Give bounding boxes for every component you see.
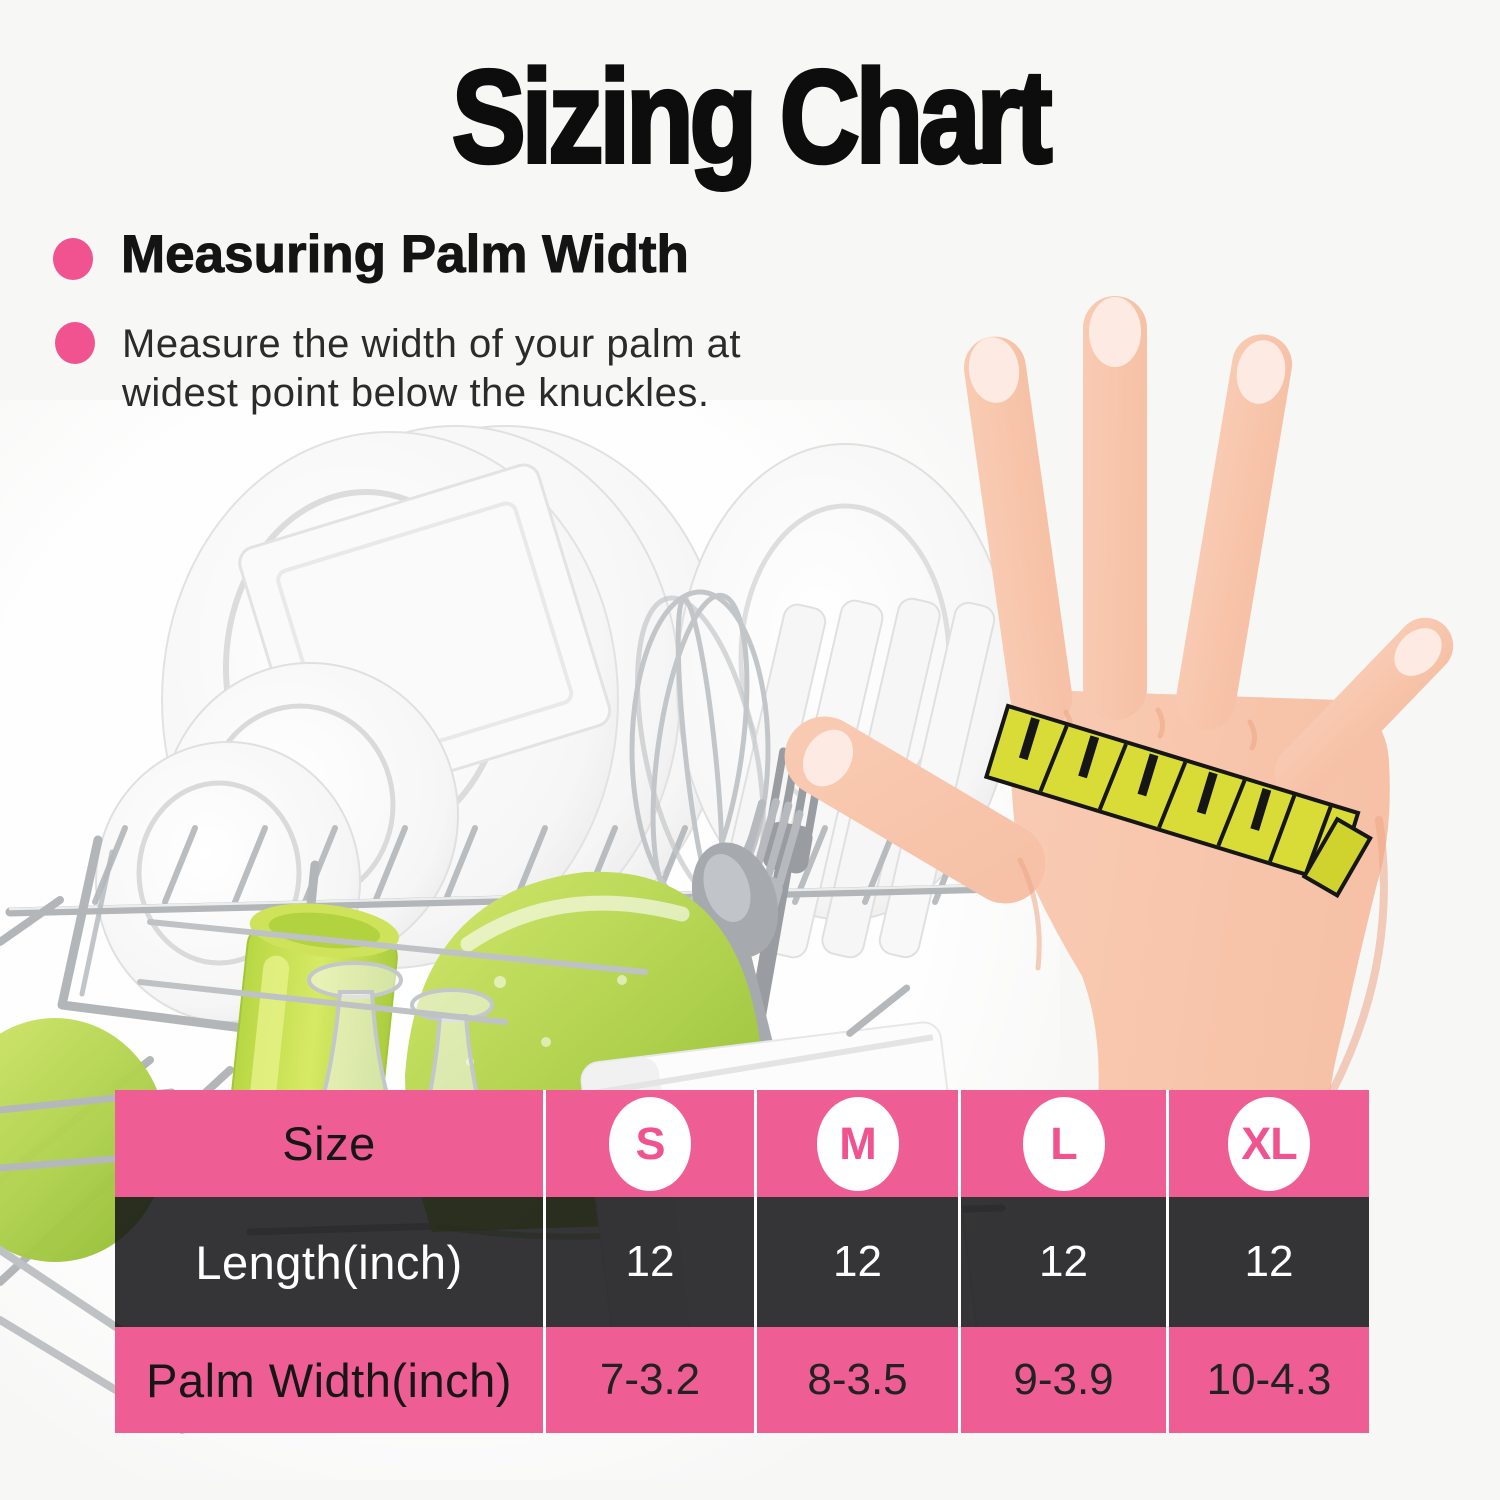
row-label-palm-width: Palm Width(inch) — [115, 1327, 546, 1433]
row-label-length: Length(inch) — [115, 1197, 546, 1327]
index-finger — [963, 336, 1073, 729]
page-title: Sizing Chart — [450, 43, 1054, 190]
table-row-length: Length(inch) 12 12 12 12 — [115, 1197, 1369, 1327]
length-value-s: 12 — [546, 1197, 757, 1327]
col-header-l: L — [961, 1090, 1169, 1197]
sizing-table: Size S M L XL L — [115, 1090, 1369, 1433]
section-description: Measure the width of your palm at widest… — [122, 320, 741, 418]
measuring-tape — [983, 703, 1373, 899]
fingernails — [802, 297, 1442, 787]
palm-width-value-l: 9-3.9 — [961, 1327, 1169, 1433]
hand — [784, 296, 1454, 1100]
table-row-palm-width: Palm Width(inch) 7-3.2 8-3.5 9-3.9 10-4.… — [115, 1327, 1369, 1433]
bullet-icon — [53, 238, 93, 280]
skin-shading — [1017, 707, 1388, 1096]
middle-finger — [1083, 296, 1147, 720]
length-value-m: 12 — [757, 1197, 961, 1327]
xl-badge: XL — [1228, 1096, 1310, 1191]
section-heading: Measuring Palm Width — [121, 225, 690, 285]
bullet-icon — [55, 322, 95, 364]
ring-finger — [1175, 334, 1293, 730]
length-value-l: 12 — [961, 1197, 1169, 1327]
col-header-m: M — [757, 1090, 961, 1197]
col-header-s: S — [546, 1090, 757, 1197]
s-badge: S — [609, 1096, 691, 1191]
palm-width-value-xl: 10-4.3 — [1206, 1355, 1332, 1404]
m-badge: M — [816, 1096, 899, 1191]
col-header-size: Size — [115, 1090, 546, 1197]
description-line-1: Measure the width of your palm at — [122, 322, 742, 366]
length-value-xl: 12 — [1244, 1237, 1294, 1286]
description-line-2: widest point below the knuckles. — [122, 371, 710, 415]
col-header-xl: XL — [1169, 1090, 1369, 1197]
l-badge: L — [1022, 1096, 1105, 1191]
palm-width-value-s: 7-3.2 — [546, 1327, 757, 1433]
hand-illustration — [784, 296, 1454, 1100]
table-header-row: Size S M L XL — [115, 1090, 1369, 1197]
palm-width-value-m: 8-3.5 — [757, 1327, 961, 1433]
